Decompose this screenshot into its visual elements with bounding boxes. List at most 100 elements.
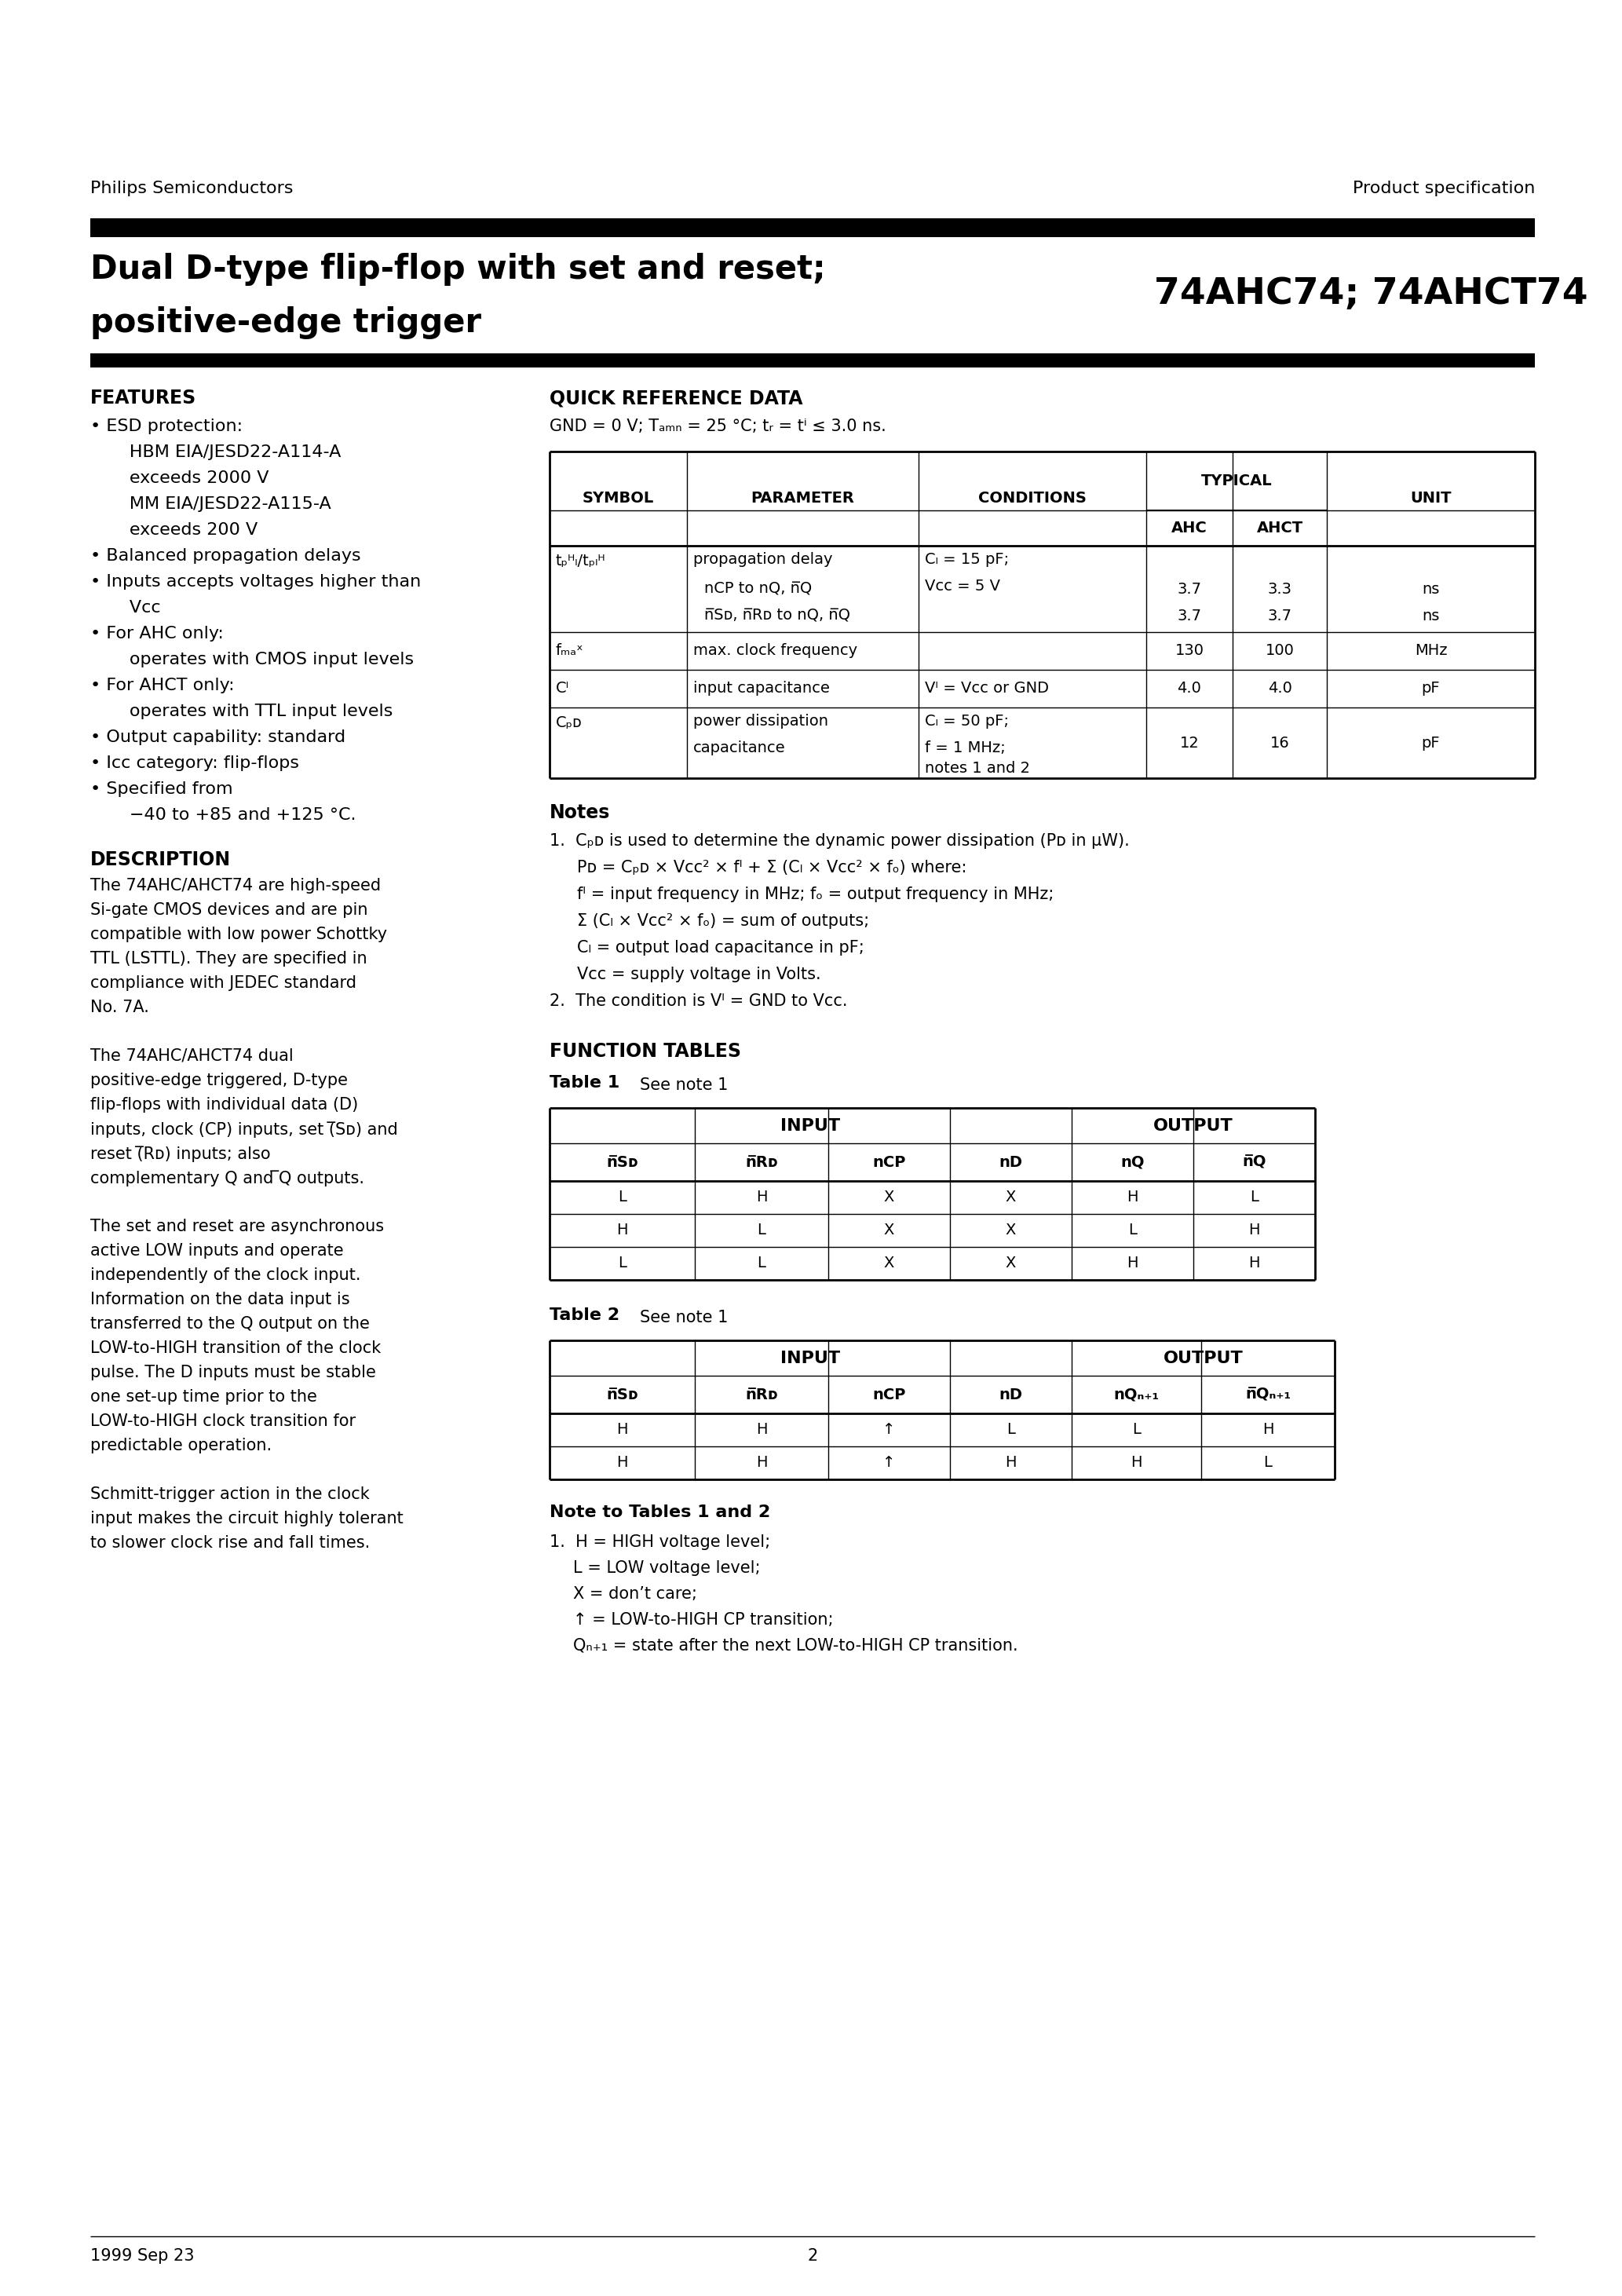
Text: fₘₐˣ: fₘₐˣ <box>556 643 584 659</box>
Text: Cₗ = 15 pF;: Cₗ = 15 pF; <box>925 551 1009 567</box>
Text: FUNCTION TABLES: FUNCTION TABLES <box>550 1042 741 1061</box>
Text: Product specification: Product specification <box>1353 181 1534 195</box>
Text: nD: nD <box>999 1155 1022 1169</box>
Text: pulse. The D inputs must be stable: pulse. The D inputs must be stable <box>91 1364 376 1380</box>
Text: H: H <box>1127 1256 1139 1272</box>
Text: 12: 12 <box>1179 735 1199 751</box>
Text: PARAMETER: PARAMETER <box>751 491 855 505</box>
Text: MHz: MHz <box>1414 643 1447 659</box>
Text: propagation delay: propagation delay <box>693 551 832 567</box>
Text: 3.7: 3.7 <box>1178 608 1202 625</box>
Text: L: L <box>1251 1189 1259 1205</box>
Text: notes 1 and 2: notes 1 and 2 <box>925 760 1030 776</box>
Text: UNIT: UNIT <box>1410 491 1452 505</box>
Text: Table 1: Table 1 <box>550 1075 620 1091</box>
Text: 3.7: 3.7 <box>1178 581 1202 597</box>
Text: Cₗ = output load capacitance in pF;: Cₗ = output load capacitance in pF; <box>577 939 865 955</box>
Text: Cᴵ: Cᴵ <box>556 682 569 696</box>
Text: Dual D-type flip-flop with set and reset;: Dual D-type flip-flop with set and reset… <box>91 253 826 285</box>
Text: L: L <box>1007 1424 1015 1437</box>
Text: ↑: ↑ <box>882 1424 895 1437</box>
Text: LOW-to-HIGH transition of the clock: LOW-to-HIGH transition of the clock <box>91 1341 381 1357</box>
Text: fᴵ = input frequency in MHz; fₒ = output frequency in MHz;: fᴵ = input frequency in MHz; fₒ = output… <box>577 886 1054 902</box>
Text: Σ (Cₗ × Vᴄᴄ² × fₒ) = sum of outputs;: Σ (Cₗ × Vᴄᴄ² × fₒ) = sum of outputs; <box>577 914 869 930</box>
Text: 2: 2 <box>808 2248 817 2264</box>
Text: active LOW inputs and operate: active LOW inputs and operate <box>91 1242 344 1258</box>
Text: CONDITIONS: CONDITIONS <box>978 491 1087 505</box>
Text: positive-edge triggered, D-type: positive-edge triggered, D-type <box>91 1072 347 1088</box>
Text: L: L <box>757 1224 766 1238</box>
Text: H: H <box>756 1424 767 1437</box>
Text: ns: ns <box>1422 581 1440 597</box>
Text: OUTPUT: OUTPUT <box>1153 1118 1233 1134</box>
Text: The 74AHC/AHCT74 dual: The 74AHC/AHCT74 dual <box>91 1049 294 1063</box>
Text: 130: 130 <box>1174 643 1204 659</box>
Text: No. 7A.: No. 7A. <box>91 999 149 1015</box>
Text: Schmitt-trigger action in the clock: Schmitt-trigger action in the clock <box>91 1486 370 1502</box>
Text: TYPICAL: TYPICAL <box>1200 473 1272 489</box>
Text: ↑ = LOW-to-HIGH CP transition;: ↑ = LOW-to-HIGH CP transition; <box>573 1612 834 1628</box>
Text: H: H <box>1249 1256 1260 1272</box>
Text: H: H <box>616 1424 628 1437</box>
Text: Vᴄᴄ = supply voltage in Volts.: Vᴄᴄ = supply voltage in Volts. <box>577 967 821 983</box>
Text: • For AHCT only:: • For AHCT only: <box>91 677 235 693</box>
Text: 4.0: 4.0 <box>1178 682 1202 696</box>
Text: • ESD protection:: • ESD protection: <box>91 418 243 434</box>
Text: ↑: ↑ <box>882 1456 895 1469</box>
Text: Vᴄᴄ: Vᴄᴄ <box>91 599 161 615</box>
Text: X: X <box>884 1224 894 1238</box>
Text: OUTPUT: OUTPUT <box>1163 1350 1242 1366</box>
Text: H: H <box>616 1224 628 1238</box>
Text: L: L <box>1132 1424 1140 1437</box>
Text: FEATURES: FEATURES <box>91 388 196 406</box>
Text: n̅Rᴅ: n̅Rᴅ <box>744 1387 779 1403</box>
Text: operates with CMOS input levels: operates with CMOS input levels <box>91 652 414 668</box>
Text: nD: nD <box>999 1387 1022 1403</box>
Text: n̅Qₙ₊₁: n̅Qₙ₊₁ <box>1246 1387 1291 1403</box>
Text: H: H <box>1249 1224 1260 1238</box>
Text: L: L <box>618 1189 626 1205</box>
Text: LOW-to-HIGH clock transition for: LOW-to-HIGH clock transition for <box>91 1414 355 1428</box>
Text: 100: 100 <box>1265 643 1294 659</box>
Text: compatible with low power Schottky: compatible with low power Schottky <box>91 928 388 941</box>
Text: H: H <box>1006 1456 1017 1469</box>
Text: H: H <box>1131 1456 1142 1469</box>
Text: Philips Semiconductors: Philips Semiconductors <box>91 181 294 195</box>
Text: L: L <box>1264 1456 1272 1469</box>
Text: X: X <box>884 1256 894 1272</box>
Text: Vᴵ = Vᴄᴄ or GND: Vᴵ = Vᴄᴄ or GND <box>925 682 1049 696</box>
Text: Note to Tables 1 and 2: Note to Tables 1 and 2 <box>550 1504 770 1520</box>
Text: GND = 0 V; Tₐₘₙ = 25 °C; tᵣ = tⁱ ≤ 3.0 ns.: GND = 0 V; Tₐₘₙ = 25 °C; tᵣ = tⁱ ≤ 3.0 n… <box>550 418 886 434</box>
Text: See note 1: See note 1 <box>639 1077 728 1093</box>
Text: pF: pF <box>1421 682 1440 696</box>
Text: f = 1 MHz;: f = 1 MHz; <box>925 742 1006 755</box>
Text: nCP to nQ, n̅Q: nCP to nQ, n̅Q <box>704 581 813 597</box>
Text: X: X <box>1006 1256 1015 1272</box>
Text: ns: ns <box>1422 608 1440 625</box>
Text: exceeds 2000 V: exceeds 2000 V <box>91 471 269 487</box>
Text: 74AHC74; 74AHCT74: 74AHC74; 74AHCT74 <box>1155 276 1588 312</box>
Text: exceeds 200 V: exceeds 200 V <box>91 521 258 537</box>
Text: nQ: nQ <box>1121 1155 1145 1169</box>
Text: n̅Rᴅ: n̅Rᴅ <box>744 1155 779 1169</box>
Text: Pᴅ = Cₚᴅ × Vᴄᴄ² × fᴵ + Σ (Cₗ × Vᴄᴄ² × fₒ) where:: Pᴅ = Cₚᴅ × Vᴄᴄ² × fᴵ + Σ (Cₗ × Vᴄᴄ² × fₒ… <box>577 859 967 875</box>
Text: pF: pF <box>1421 735 1440 751</box>
Text: capacitance: capacitance <box>693 742 785 755</box>
Text: • Balanced propagation delays: • Balanced propagation delays <box>91 549 360 565</box>
Text: transferred to the Q output on the: transferred to the Q output on the <box>91 1316 370 1332</box>
Text: 2.  The condition is Vᴵ = GND to Vᴄᴄ.: 2. The condition is Vᴵ = GND to Vᴄᴄ. <box>550 994 848 1008</box>
Text: See note 1: See note 1 <box>639 1309 728 1325</box>
Text: Cₚᴅ: Cₚᴅ <box>556 716 582 730</box>
Text: power dissipation: power dissipation <box>693 714 829 728</box>
Text: L: L <box>1129 1224 1137 1238</box>
Text: flip-flops with individual data (D): flip-flops with individual data (D) <box>91 1097 358 1114</box>
Text: max. clock frequency: max. clock frequency <box>693 643 858 659</box>
Text: complementary Q and ̅Q outputs.: complementary Q and ̅Q outputs. <box>91 1171 365 1187</box>
Text: • For AHC only:: • For AHC only: <box>91 627 224 641</box>
Text: INPUT: INPUT <box>780 1350 840 1366</box>
Text: Si-gate CMOS devices and are pin: Si-gate CMOS devices and are pin <box>91 902 368 918</box>
Text: 4.0: 4.0 <box>1267 682 1291 696</box>
Text: H: H <box>1262 1424 1273 1437</box>
Text: Vᴄᴄ = 5 V: Vᴄᴄ = 5 V <box>925 579 1001 595</box>
Text: QUICK REFERENCE DATA: QUICK REFERENCE DATA <box>550 388 803 406</box>
